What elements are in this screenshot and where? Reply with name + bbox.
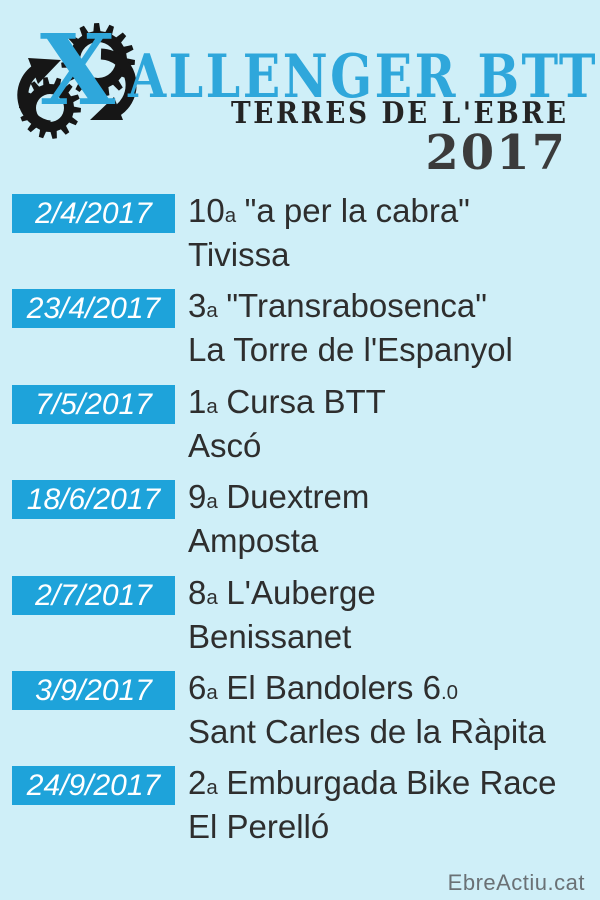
event-edition-ordinal: a xyxy=(224,204,237,227)
event-edition-number: 2 xyxy=(188,764,207,802)
event-title-suffix: .0 xyxy=(440,680,458,704)
event-title: "a per la cabra" xyxy=(244,192,470,229)
event-edition-number: 3 xyxy=(188,287,207,325)
event-date: 2/4/2017 xyxy=(35,197,152,230)
event-info: 8a L'Auberge Benissanet xyxy=(188,573,376,656)
event-date: 3/9/2017 xyxy=(35,673,152,707)
event-info: 2a Emburgada Bike Race El Perelló xyxy=(188,763,557,846)
event-title-line: 8a L'Auberge xyxy=(188,573,376,617)
event-location: Ascó xyxy=(188,426,262,464)
credit-link[interactable]: EbreActiu.cat xyxy=(447,870,585,895)
event-info: 6a El Bandolers 6.0 Sant Carles de la Ràp… xyxy=(188,668,546,751)
event-row: 2/7/2017 8a L'Auberge Benissanet xyxy=(0,573,600,668)
event-list: 2/4/2017 10a "a per la cabra" Tivissa 23/… xyxy=(0,191,600,859)
event-date-badge: 7/5/2017 xyxy=(12,384,175,424)
event-title-line: 10a "a per la cabra" xyxy=(188,191,470,235)
event-date: 7/5/2017 xyxy=(35,387,152,421)
event-location: El Perelló xyxy=(188,808,330,846)
event-title: El Bandolers 6 xyxy=(226,668,441,706)
event-date-badge: 3/9/2017 xyxy=(12,670,175,710)
event-location: Amposta xyxy=(188,522,319,560)
event-edition-ordinal: a xyxy=(206,585,218,609)
event-edition-ordinal: a xyxy=(206,680,218,704)
event-date-badge: 2/4/2017 xyxy=(12,194,175,233)
brand-logo: X xyxy=(6,12,146,140)
event-info: 1a Cursa BTT Ascó xyxy=(188,382,386,465)
event-title-line: 3a "Transrabosenca" xyxy=(188,286,513,330)
event-title: Cursa BTT xyxy=(226,382,386,420)
event-row: 24/9/2017 2a Emburgada Bike Race El Perel… xyxy=(0,763,600,858)
event-edition-number: 1 xyxy=(188,382,207,420)
event-title-line: 2a Emburgada Bike Race xyxy=(188,763,557,807)
gear-icon xyxy=(17,23,137,139)
event-row: 18/6/2017 9a Duextrem Amposta xyxy=(0,477,600,572)
event-date-badge: 2/7/2017 xyxy=(12,575,175,615)
event-edition-ordinal: a xyxy=(206,394,218,418)
event-date-badge: 24/9/2017 xyxy=(12,766,175,806)
event-row: 7/5/2017 1a Cursa BTT Ascó xyxy=(0,382,600,477)
brand-x-letter: X xyxy=(40,13,116,127)
event-edition-ordinal: a xyxy=(206,490,218,514)
event-edition-ordinal: a xyxy=(206,776,218,800)
cycle-arrowheads xyxy=(28,58,123,120)
event-info: 3a "Transrabosenca" La Torre de l'Espanyo… xyxy=(188,286,513,369)
cycle-arrows-icon xyxy=(17,48,137,132)
brand-title: ALLENGER BTT xyxy=(128,42,598,112)
event-title-line: 6a El Bandolers 6.0 xyxy=(188,668,546,712)
event-title: Duextrem xyxy=(226,478,370,516)
event-row: 23/4/2017 3a "Transrabosenca" La Torre de… xyxy=(0,286,600,381)
event-location: Sant Carles de la Ràpita xyxy=(188,712,546,750)
event-row: 2/4/2017 10a "a per la cabra" Tivissa xyxy=(0,191,600,286)
event-edition-number: 10 xyxy=(188,192,225,229)
brand-subtitle: TERRES DE L'EBRE xyxy=(231,96,569,131)
event-date-badge: 18/6/2017 xyxy=(12,480,175,520)
event-edition-number: 6 xyxy=(188,668,207,706)
event-info: 9a Duextrem Amposta xyxy=(188,477,369,560)
event-location: Benissanet xyxy=(188,617,352,655)
event-date: 2/7/2017 xyxy=(35,578,152,612)
event-edition-number: 8 xyxy=(188,573,207,611)
event-date-badge: 23/4/2017 xyxy=(12,289,175,329)
event-edition-number: 9 xyxy=(188,478,207,516)
event-location: Tivissa xyxy=(188,236,290,273)
event-edition-ordinal: a xyxy=(206,299,218,323)
event-row: 3/9/2017 6a El Bandolers 6.0 Sant Carles … xyxy=(0,668,600,763)
year-label: 2017 xyxy=(425,125,567,181)
event-location: La Torre de l'Espanyol xyxy=(188,331,513,369)
event-date: 18/6/2017 xyxy=(26,483,161,517)
event-date: 24/9/2017 xyxy=(26,769,161,803)
event-date: 23/4/2017 xyxy=(26,292,161,326)
event-title: L'Auberge xyxy=(226,573,376,611)
event-info: 10a "a per la cabra" Tivissa xyxy=(188,191,470,274)
event-title: Emburgada Bike Race xyxy=(226,764,557,802)
event-title-line: 9a Duextrem xyxy=(188,477,369,521)
event-title: "Transrabosenca" xyxy=(226,287,487,325)
event-title-line: 1a Cursa BTT xyxy=(188,382,386,426)
